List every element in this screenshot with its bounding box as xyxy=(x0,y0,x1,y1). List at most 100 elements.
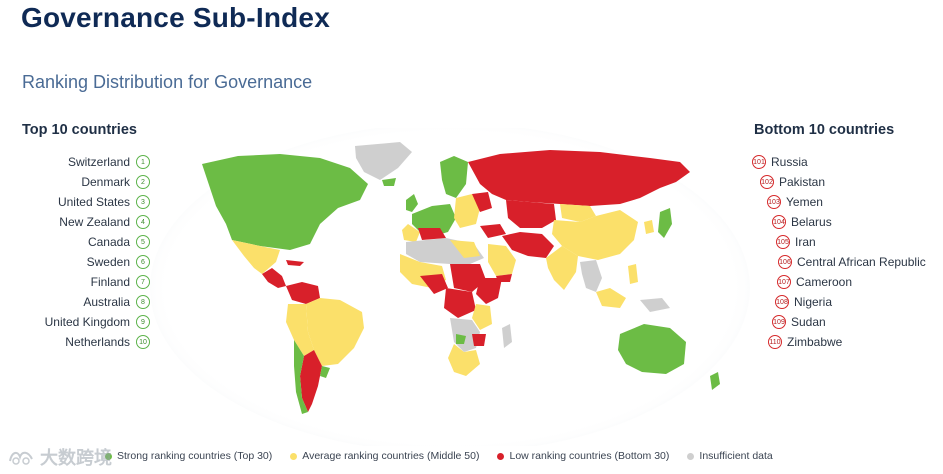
legend-label-insufficient: Insufficient data xyxy=(699,450,773,462)
top10-item: Netherlands 10 xyxy=(65,332,150,352)
page-title: Governance Sub-Index xyxy=(21,2,330,33)
argentina-region xyxy=(300,350,322,412)
japan-region xyxy=(658,208,672,238)
china-region xyxy=(552,210,638,260)
country-name: United Kingdom xyxy=(44,315,130,329)
eastern-europe-region xyxy=(454,194,480,228)
rank-badge: 8 xyxy=(136,295,150,309)
bottom10-item: 105 Iran xyxy=(776,232,816,252)
country-name: Central African Republic xyxy=(797,255,926,269)
south-africa-region xyxy=(448,344,480,376)
brazil-region xyxy=(306,298,364,366)
central-africa-region xyxy=(444,288,476,318)
sudan-region xyxy=(450,264,486,292)
map-legend: Strong ranking countries (Top 30) Averag… xyxy=(105,450,791,462)
rank-badge: 4 xyxy=(136,215,150,229)
country-name: Switzerland xyxy=(67,155,130,169)
rank-badge: 107 xyxy=(777,275,791,289)
top10-item: Australia 8 xyxy=(83,292,150,312)
top10-item: United States 3 xyxy=(58,192,150,212)
rank-badge: 104 xyxy=(772,215,786,229)
turkey-region xyxy=(480,224,506,238)
rank-badge: 106 xyxy=(778,255,792,269)
nigeria-region xyxy=(420,274,448,294)
top10-item: United Kingdom 9 xyxy=(45,312,150,332)
rank-badge: 10 xyxy=(136,335,150,349)
legend-item-strong: Strong ranking countries (Top 30) xyxy=(105,450,272,462)
north-america-region xyxy=(202,154,368,250)
australia-region xyxy=(618,324,686,374)
top10-item: Sweden 6 xyxy=(87,252,150,272)
iberia-region xyxy=(402,224,420,242)
country-name: Yemen xyxy=(786,195,823,209)
bottom10-item: 101 Russia xyxy=(752,152,808,172)
bottom10-heading: Bottom 10 countries xyxy=(754,122,895,138)
andean-region xyxy=(286,304,314,356)
legend-label-low: Low ranking countries (Bottom 30) xyxy=(509,450,670,462)
bottom10-item: 110 Zimbabwe xyxy=(768,332,842,352)
country-name: New Zealand xyxy=(59,215,130,229)
bottom10-item: 102 Pakistan xyxy=(760,172,825,192)
legend-label-strong: Strong ranking countries (Top 30) xyxy=(117,450,273,462)
country-name: Australia xyxy=(83,295,130,309)
world-map xyxy=(150,128,750,446)
watermark-text: 大数跨境 xyxy=(40,448,112,468)
country-name: Canada xyxy=(87,235,130,249)
mexico-region xyxy=(232,240,280,274)
country-name: Pakistan xyxy=(779,175,826,189)
rank-badge: 2 xyxy=(136,175,150,189)
india-region xyxy=(546,246,578,290)
legend-dot-low xyxy=(497,452,505,460)
bottom10-item: 103 Yemen xyxy=(767,192,823,212)
uruguay-region xyxy=(320,366,330,378)
rank-badge: 6 xyxy=(136,255,150,269)
top10-item: Denmark 2 xyxy=(81,172,150,192)
legend-label-average: Average ranking countries (Middle 50) xyxy=(302,450,480,462)
egypt-region xyxy=(450,240,480,258)
bottom10-item: 107 Cameroon xyxy=(777,272,852,292)
bottom10-item: 104 Belarus xyxy=(772,212,832,232)
mongolia-region xyxy=(560,204,596,222)
legend-item-average: Average ranking countries (Middle 50) xyxy=(290,450,479,462)
country-name: Sweden xyxy=(86,255,130,269)
rank-badge: 108 xyxy=(775,295,789,309)
horn-of-africa-region xyxy=(476,278,502,304)
arabia-region xyxy=(488,244,516,276)
greenland-region xyxy=(355,142,412,180)
legend-item-insufficient: Insufficient data xyxy=(687,450,773,462)
rank-badge: 101 xyxy=(752,155,766,169)
legend-dot-strong xyxy=(105,452,112,460)
belarus-region xyxy=(472,192,492,212)
page-subtitle: Ranking Distribution for Governance xyxy=(22,72,313,92)
russia-region xyxy=(468,150,690,206)
legend-item-low: Low ranking countries (Bottom 30) xyxy=(497,450,669,462)
chile-region xyxy=(294,340,308,414)
country-name: Nigeria xyxy=(794,295,833,309)
country-name: United States xyxy=(57,195,130,209)
country-name: Denmark xyxy=(81,175,130,189)
watermark: 大数跨境 xyxy=(6,444,112,470)
central-america-region xyxy=(262,268,286,288)
uk-region xyxy=(406,194,418,212)
country-name: Zimbabwe xyxy=(787,335,843,349)
rank-badge: 105 xyxy=(776,235,790,249)
rank-badge: 103 xyxy=(767,195,781,209)
botswana-region xyxy=(456,334,466,344)
philippines-region xyxy=(628,264,638,284)
zimbabwe-region xyxy=(472,334,486,346)
rank-badge: 110 xyxy=(768,335,782,349)
rank-badge: 7 xyxy=(136,275,150,289)
country-name: Netherlands xyxy=(65,335,130,349)
iran-pakistan-region xyxy=(502,232,554,258)
bottom10-item: 108 Nigeria xyxy=(775,292,832,312)
country-name: Belarus xyxy=(791,215,832,229)
top10-heading: Top 10 countries xyxy=(22,122,137,138)
scandinavia-region xyxy=(440,156,468,198)
rank-badge: 9 xyxy=(136,315,150,329)
country-name: Sudan xyxy=(791,315,826,329)
legend-dot-insufficient xyxy=(687,452,695,460)
indonesia-region xyxy=(596,288,626,308)
rank-badge: 109 xyxy=(772,315,786,329)
top10-item: Canada 5 xyxy=(88,232,150,252)
rank-badge: 102 xyxy=(760,175,774,189)
